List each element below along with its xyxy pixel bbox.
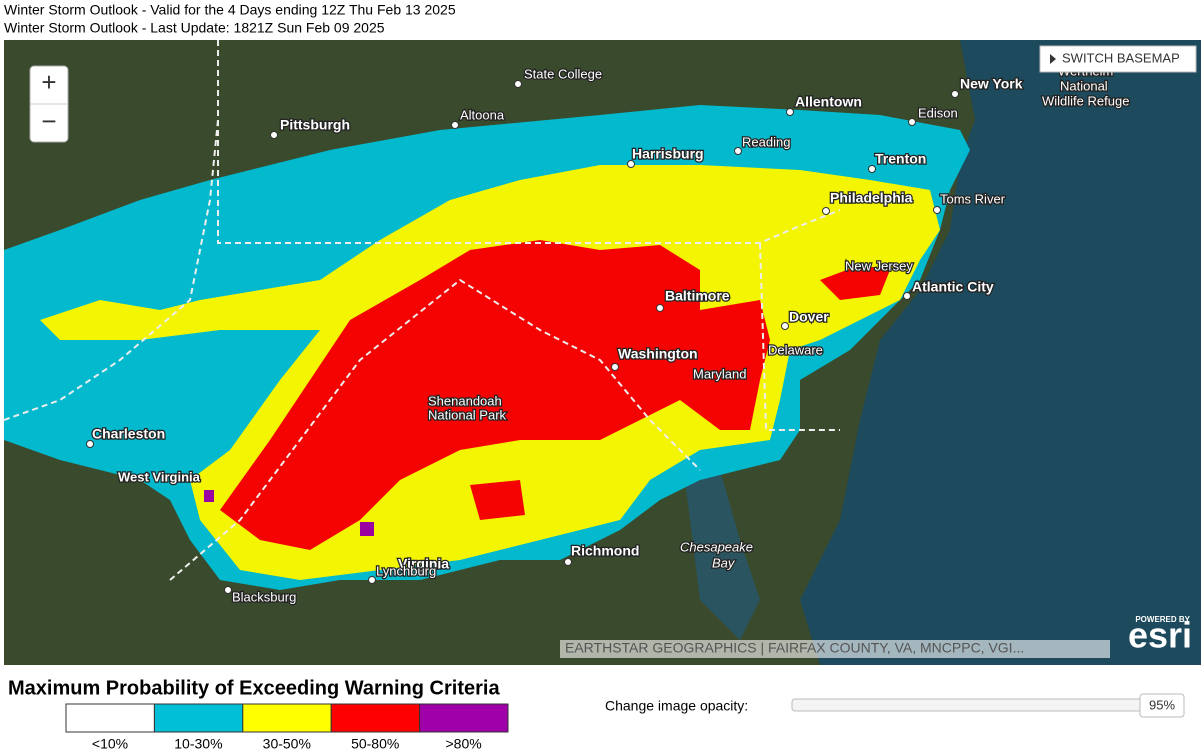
place-marker	[781, 322, 789, 330]
legend-swatch	[153, 703, 244, 733]
place-label: Wildlife Refuge	[1042, 93, 1129, 108]
legend-label: <10%	[92, 736, 128, 752]
place-label: Atlantic City	[912, 279, 994, 295]
opacity-slider[interactable]	[791, 698, 1143, 712]
place-marker	[734, 147, 742, 155]
place-label: Delaware	[768, 342, 823, 357]
bay	[680, 440, 760, 640]
place-label: Edison	[918, 105, 958, 120]
legend-swatch	[65, 703, 155, 733]
place-marker	[514, 80, 522, 88]
place-label: Richmond	[571, 543, 639, 559]
borders	[4, 40, 841, 581]
opacity-label: Change image opacity:	[605, 698, 748, 714]
attribution: EARTHSTAR GEOGRAPHICS | FAIRFAX COUNTY, …	[565, 640, 1024, 656]
opacity-handle[interactable]	[1139, 693, 1185, 718]
basemap-button-label[interactable]: SWITCH BASEMAP	[1062, 50, 1180, 65]
place-label: Washington	[618, 346, 698, 362]
place-marker	[951, 90, 959, 98]
legend-label: 10-30%	[174, 736, 222, 752]
header-line: Winter Storm Outlook - Valid for the 4 D…	[4, 2, 456, 18]
place-marker	[270, 131, 278, 139]
hazard-area	[204, 490, 214, 502]
place-label: Toms River	[940, 191, 1006, 206]
place-label: New York	[960, 76, 1023, 92]
map[interactable]: State College Altoona Pittsburgh Allentown N…	[4, 40, 1201, 665]
place-marker	[908, 118, 916, 126]
opacity-value: 95%	[1149, 697, 1175, 712]
place-label: Altoona	[460, 107, 505, 122]
place-label: Virginia	[398, 556, 449, 572]
hazard-area	[470, 480, 525, 520]
place-label: West Virginia	[118, 469, 201, 484]
place-label: National	[1060, 78, 1108, 93]
place-label: State College	[524, 66, 602, 81]
place-marker	[86, 440, 94, 448]
place-label: Pittsburgh	[280, 117, 350, 133]
legend-label: 50-80%	[351, 736, 399, 752]
place-marker	[868, 165, 876, 173]
place-label: Baltimore	[665, 288, 730, 304]
logo-small: POWERED BY	[1135, 615, 1190, 624]
place-label: Charleston	[92, 426, 165, 442]
place-label: Harrisburg	[632, 146, 704, 162]
place-label: Shenandoah	[428, 393, 502, 408]
border	[169, 278, 701, 581]
place-label: Blacksburg	[232, 589, 296, 604]
place-label: Maryland	[693, 366, 746, 381]
legend-swatch	[330, 703, 421, 733]
legend: <10% 10-30% 30-50% 50-80% >80%	[65, 703, 509, 752]
basemap-button[interactable]	[1039, 45, 1197, 73]
place-label: Dover	[789, 309, 829, 325]
legend-label: >80%	[445, 736, 481, 752]
place-marker	[611, 363, 619, 371]
ocean	[800, 40, 1201, 665]
place-marker	[933, 206, 941, 214]
place-marker	[903, 292, 911, 300]
legend-swatch	[419, 703, 509, 733]
attribution-bg	[560, 640, 1110, 658]
arrow-icon	[1050, 54, 1056, 64]
place-marker	[368, 576, 376, 584]
zoom-in[interactable]: +	[41, 67, 56, 97]
place-marker	[627, 160, 635, 168]
legend-title: Maximum Probability of Exceeding Warning…	[8, 677, 500, 699]
place-marker	[564, 558, 572, 566]
place-label: Chesapeake	[680, 539, 753, 554]
legend-swatch	[242, 703, 332, 733]
place-label: Philadelphia	[830, 190, 913, 206]
place-label: Lynchburg	[376, 563, 436, 578]
header-line: Winter Storm Outlook - Last Update: 1821…	[4, 20, 385, 36]
hazard-area	[360, 522, 374, 536]
hazard-area	[220, 240, 770, 550]
place-marker	[224, 586, 232, 594]
hazard-area	[820, 265, 890, 300]
logo: esri	[1128, 615, 1192, 656]
hazard-layer	[4, 105, 970, 590]
zoom-out[interactable]: −	[41, 106, 56, 136]
place-marker	[786, 108, 794, 116]
legend-label: 30-50%	[263, 736, 311, 752]
place-labels: State College Altoona Pittsburgh Allentown N…	[86, 62, 1131, 606]
place-label: Trenton	[875, 151, 926, 167]
place-label: Allentown	[795, 94, 862, 110]
place-marker	[656, 304, 664, 312]
place-label: Bay	[712, 555, 736, 570]
place-label: National Park	[428, 407, 507, 422]
place-label: Reading	[742, 134, 790, 149]
place-marker	[451, 121, 459, 129]
place-label: New Jersey	[845, 258, 913, 273]
border	[759, 242, 840, 431]
place-marker	[822, 207, 830, 215]
